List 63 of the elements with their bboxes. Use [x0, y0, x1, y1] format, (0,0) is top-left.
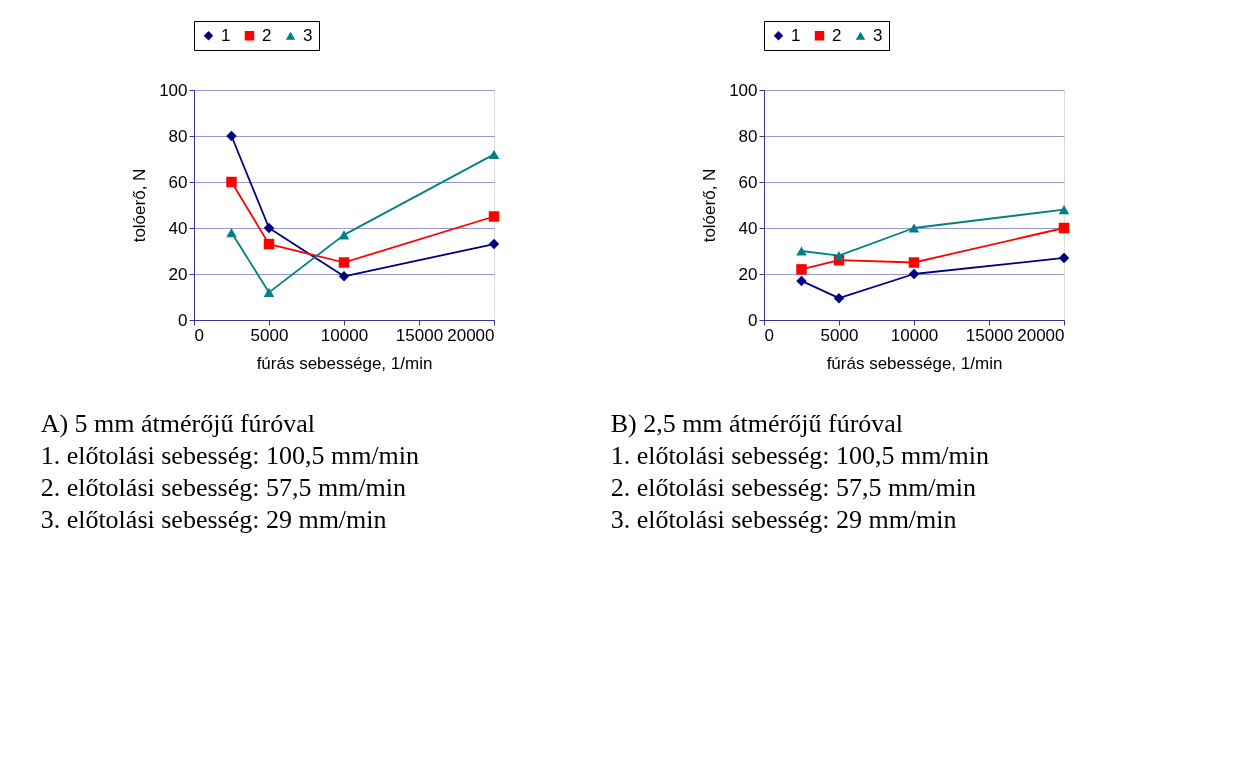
- text: 1. előtolási sebesség: 100,5 mm/min: [40, 441, 420, 470]
- point: [833, 292, 845, 304]
- point: [796, 275, 807, 287]
- point: [1058, 222, 1070, 234]
- x-tick-label: 5000: [820, 325, 859, 345]
- y-tick-label: 80: [168, 126, 188, 146]
- y-tick-label: 100: [159, 80, 188, 100]
- legend-label: 2: [832, 25, 842, 45]
- point: [1058, 252, 1070, 264]
- x-tick-label: 0: [194, 325, 204, 345]
- y-tick-label: 40: [168, 218, 188, 238]
- y-tick-label: 20: [738, 264, 758, 284]
- point: [908, 257, 920, 268]
- point: [263, 222, 275, 234]
- text: B) 2,5 mm átmérőjű fúróval: [610, 409, 904, 438]
- legend-label: 3: [873, 25, 883, 45]
- text: A) 5 mm átmérőjű fúróval: [40, 409, 316, 438]
- y-tick-label: 80: [738, 126, 758, 146]
- point: [263, 238, 275, 250]
- text: 3. előtolási sebesség: 29 mm/min: [610, 505, 957, 534]
- point: [226, 176, 237, 188]
- text: 1. előtolási sebesség: 100,5 mm/min: [610, 441, 990, 470]
- point: [338, 257, 350, 268]
- x-tick-label: 5000: [250, 325, 289, 345]
- point: [908, 223, 920, 233]
- y-tick-label: 20: [168, 264, 188, 284]
- y-tick-label: 100: [729, 80, 758, 100]
- point: [488, 149, 500, 159]
- x-tick-label: 15000: [395, 325, 444, 345]
- point: [908, 268, 920, 280]
- y-tick-label: 60: [168, 172, 188, 192]
- legend-label: 2: [262, 25, 272, 45]
- point: [488, 238, 500, 250]
- text: 3. előtolási sebesség: 29 mm/min: [40, 505, 387, 534]
- text: 2. előtolási sebesség: 57,5 mm/min: [40, 473, 407, 502]
- point: [796, 246, 807, 256]
- y-tick-label: 0: [748, 310, 758, 330]
- y-tick-label: 40: [738, 218, 758, 238]
- point: [1058, 205, 1070, 215]
- point: [338, 230, 350, 240]
- x-tick-label: 0: [764, 325, 774, 345]
- legend-label: 1: [221, 25, 231, 45]
- x-tick-label: 10000: [320, 325, 369, 345]
- x-tick-label: 20000: [1017, 325, 1065, 345]
- x-tick-label: 10000: [890, 325, 939, 345]
- point: [338, 271, 350, 282]
- legend-label: 3: [303, 25, 313, 45]
- point: [226, 130, 237, 142]
- y-tick-label: 60: [738, 172, 758, 192]
- x-axis-title: fúrás sebessége, 1/min: [826, 353, 1003, 373]
- legend-label: 1: [791, 25, 801, 45]
- point: [488, 211, 500, 222]
- x-tick-label: 20000: [447, 325, 495, 345]
- y-axis-title: tolóerő, N: [700, 168, 720, 243]
- point: [226, 228, 237, 238]
- point: [833, 251, 845, 261]
- text: 2. előtolási sebesség: 57,5 mm/min: [610, 473, 977, 502]
- x-tick-label: 15000: [965, 325, 1014, 345]
- x-axis-title: fúrás sebessége, 1/min: [256, 353, 433, 373]
- point: [263, 287, 275, 297]
- y-axis-title: tolóerő, N: [130, 168, 150, 243]
- point: [796, 264, 807, 275]
- y-tick-label: 0: [178, 310, 188, 330]
